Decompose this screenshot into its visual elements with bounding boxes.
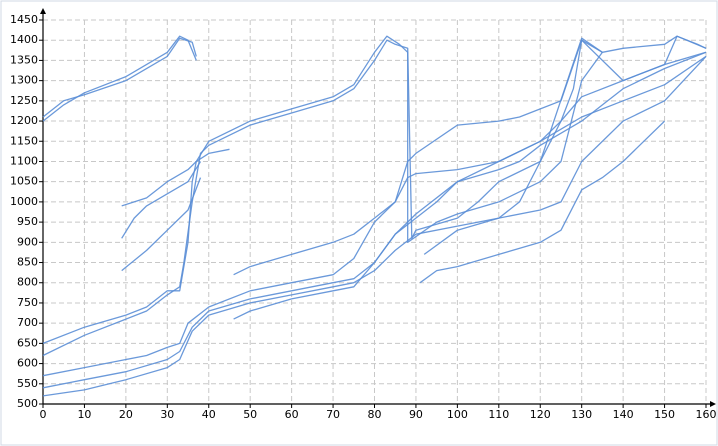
- x-tick-label: 130: [571, 408, 592, 421]
- x-tick-label: 140: [613, 408, 634, 421]
- y-tick-label: 600: [17, 357, 38, 370]
- x-tick-label: 10: [77, 408, 91, 421]
- x-tick-label: 100: [447, 408, 468, 421]
- y-tick-label: 550: [17, 377, 38, 390]
- x-tick-label: 0: [40, 408, 47, 421]
- x-tick-label: 160: [696, 408, 717, 421]
- x-tick-label: 120: [530, 408, 551, 421]
- x-tick-label: 60: [285, 408, 299, 421]
- x-tick-label: 50: [243, 408, 257, 421]
- series-line: [121, 161, 202, 239]
- series-line: [121, 148, 230, 207]
- y-tick-label: 1250: [10, 94, 38, 107]
- y-tick-label: 1100: [10, 154, 38, 167]
- y-tick-label: 1050: [10, 175, 38, 188]
- y-tick-label: 750: [17, 296, 38, 309]
- y-tick-label: 500: [17, 397, 38, 410]
- x-tick-label: 150: [654, 408, 675, 421]
- x-tick-label: 30: [160, 408, 174, 421]
- x-tick-label: 20: [119, 408, 133, 421]
- y-tick-label: 900: [17, 235, 38, 248]
- y-tick-label: 1300: [10, 74, 38, 87]
- series-line: [42, 35, 197, 122]
- y-tick-label: 1350: [10, 53, 38, 66]
- series-line: [42, 35, 603, 345]
- y-tick-label: 650: [17, 336, 38, 349]
- series-line: [419, 120, 666, 284]
- x-tick-label: 110: [488, 408, 509, 421]
- x-tick-label: 90: [409, 408, 423, 421]
- series-line: [42, 37, 197, 118]
- y-tick-label: 1400: [10, 33, 38, 46]
- series-line: [42, 55, 707, 397]
- x-tick-label: 40: [202, 408, 216, 421]
- y-tick-label: 1000: [10, 195, 38, 208]
- y-tick-label: 1450: [10, 13, 38, 26]
- y-axis-arrow: [40, 8, 46, 14]
- y-tick-label: 800: [17, 276, 38, 289]
- y-tick-label: 1150: [10, 134, 38, 147]
- series-line: [233, 51, 707, 320]
- series-line: [423, 37, 603, 255]
- y-tick-label: 850: [17, 256, 38, 269]
- y-tick-label: 1200: [10, 114, 38, 127]
- y-tick-label: 950: [17, 215, 38, 228]
- y-tick-label: 700: [17, 316, 38, 329]
- x-tick-label: 80: [368, 408, 382, 421]
- x-tick-label: 70: [326, 408, 340, 421]
- series-line: [233, 55, 707, 276]
- x-axis-arrow: [710, 401, 716, 407]
- series-line: [121, 177, 202, 272]
